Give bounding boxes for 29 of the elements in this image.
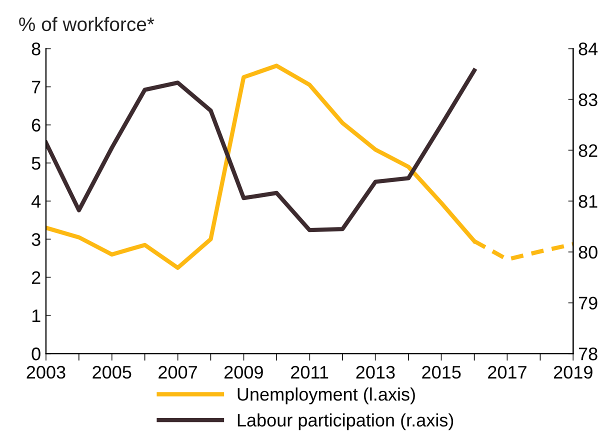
x-tick-label: 2009 [224,366,263,379]
y2-tick-label: 80 [578,246,598,259]
y-tick-label: 2 [32,271,40,284]
y-tick-label: 8 [32,42,40,56]
x-tick-label: 2015 [422,366,461,379]
y2-tick-label: 83 [578,93,598,106]
y2-tick-label: 84 [578,42,598,56]
y-tick-label: 0 [32,348,40,360]
y2-tick-label: 81 [578,195,598,208]
x-tick-label: 2011 [291,366,328,379]
y-tick-label: 3 [32,233,40,246]
y2-tick-label: 78 [578,348,598,360]
y-axis-title: % of workforce* [19,16,154,32]
line-series [46,68,476,232]
x-tick-label: 2007 [158,366,197,379]
y-tick-label: 5 [32,157,40,170]
y-tick-label: 7 [32,80,40,94]
x-tick-label: 2017 [488,366,526,379]
x-tick-label: 2003 [26,366,66,379]
y-tick-label: 6 [32,118,40,132]
x-tick-label: 2019 [554,366,592,379]
x-tick-label: 2005 [92,366,132,379]
legend-label: Unemployment (l.axis) [238,387,415,404]
y-tick-label: 1 [32,310,40,322]
y-tick-label: 4 [31,195,41,208]
x-tick-label: 2013 [356,366,395,379]
y2-tick-label: 82 [578,144,598,157]
legend-label: Labour participation (r.axis) [238,413,454,430]
y2-tick-label: 79 [578,296,598,310]
